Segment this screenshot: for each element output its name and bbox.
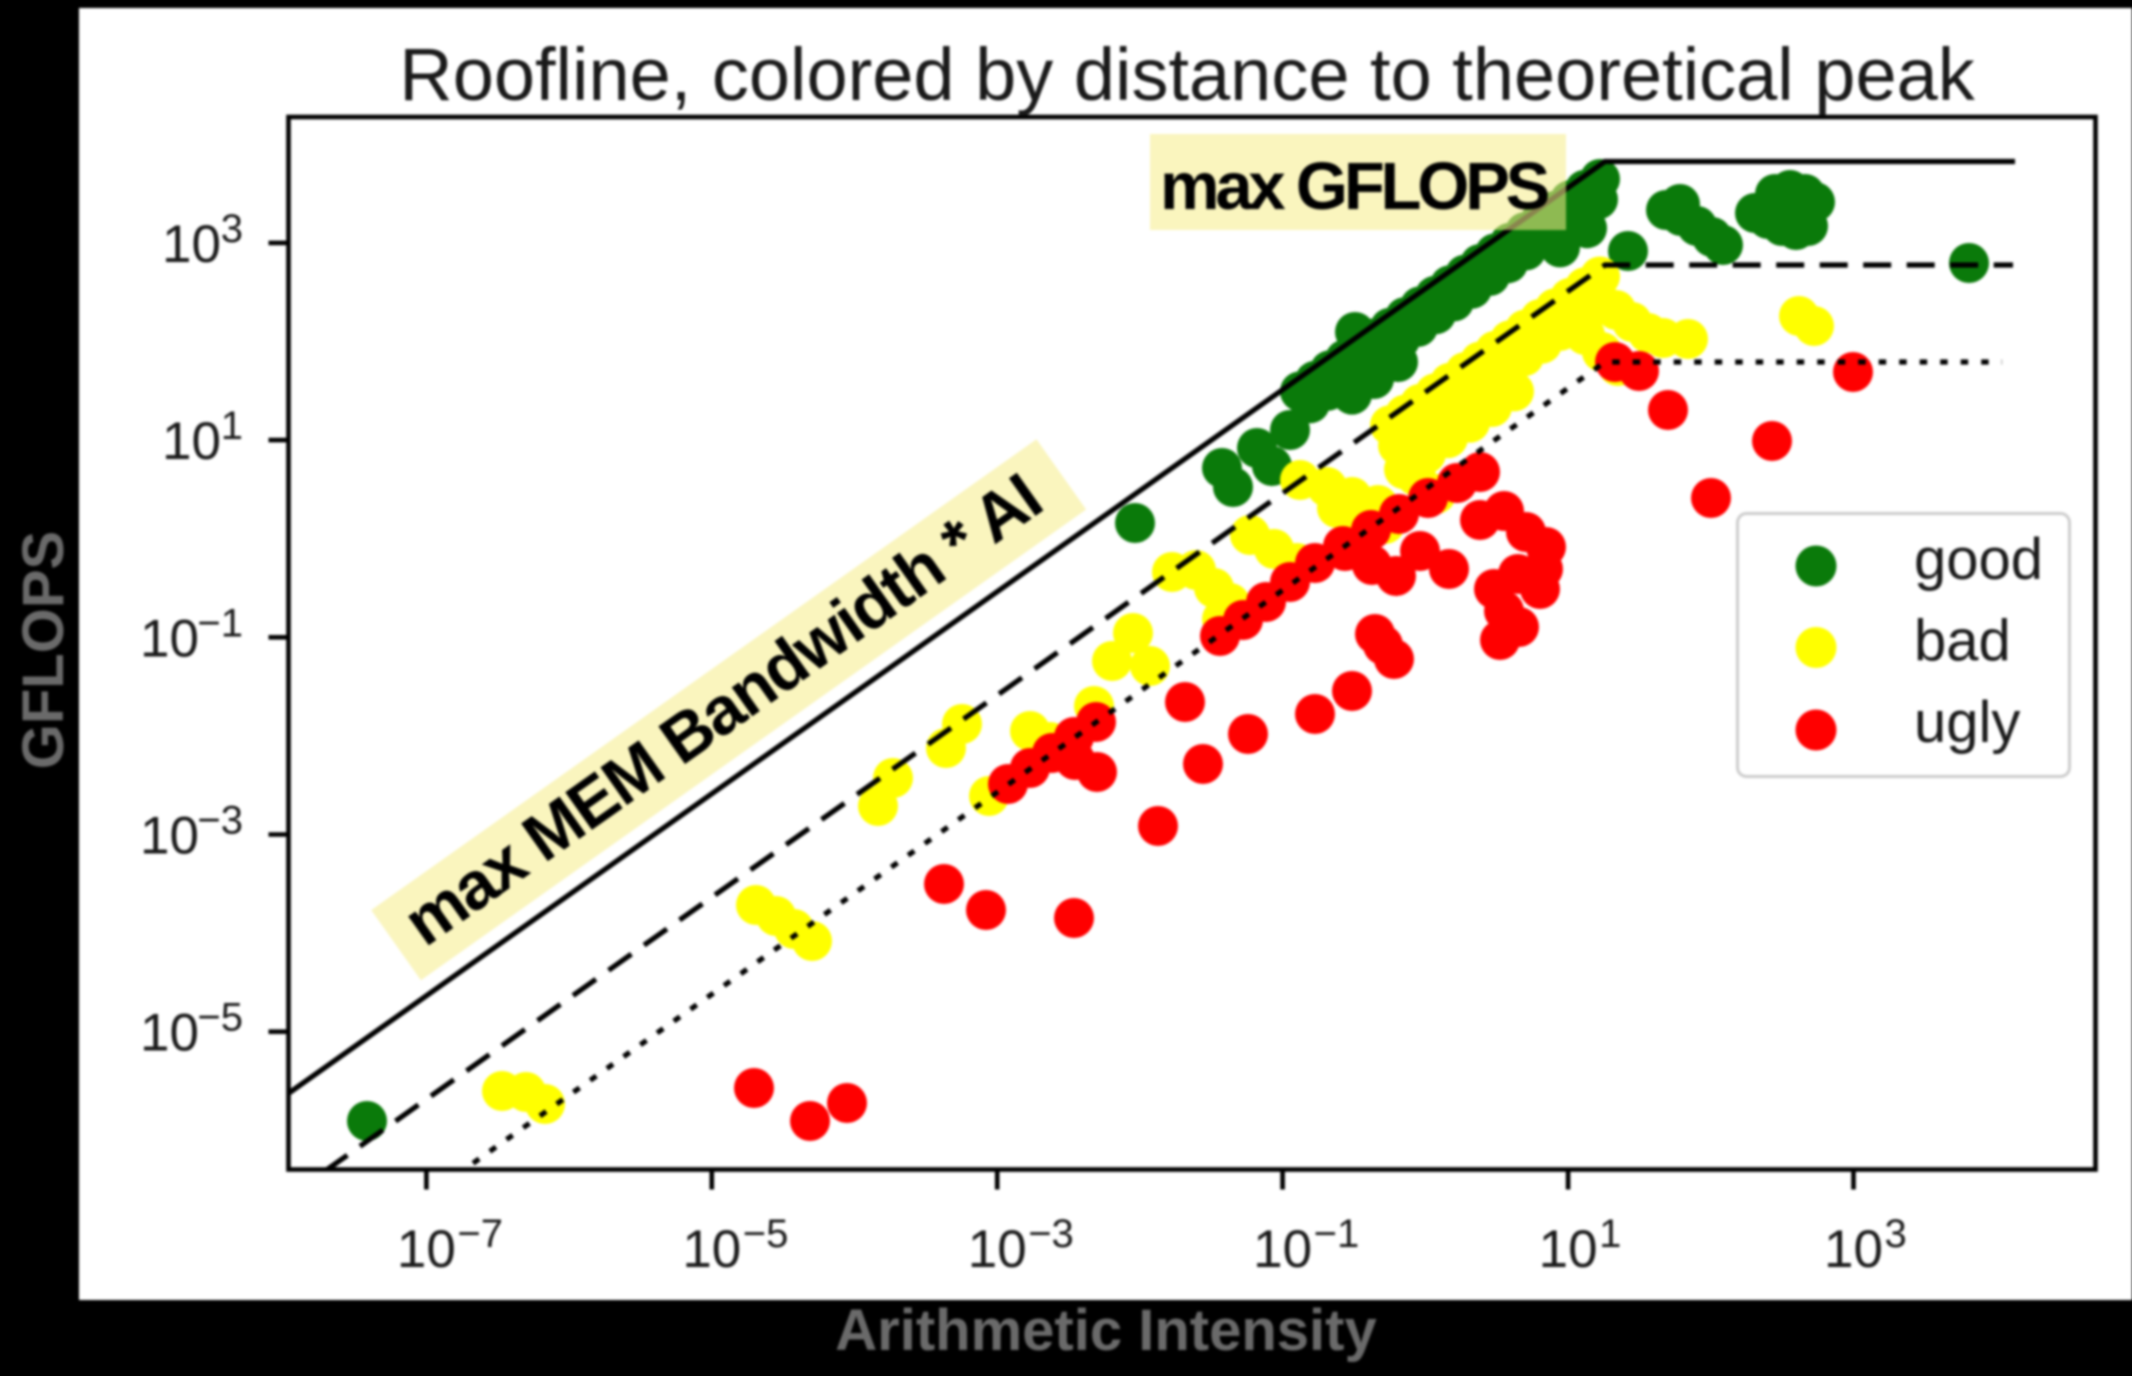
svg-text:−5: −5 <box>197 996 243 1040</box>
svg-text:10: 10 <box>162 412 221 471</box>
svg-text:−1: −1 <box>197 601 243 645</box>
svg-text:10: 10 <box>1824 1220 1883 1279</box>
svg-text:10: 10 <box>140 609 199 668</box>
svg-text:10: 10 <box>162 215 221 274</box>
svg-text:10: 10 <box>397 1220 456 1279</box>
svg-text:−3: −3 <box>1028 1212 1074 1256</box>
svg-text:3: 3 <box>221 207 243 251</box>
svg-text:good: good <box>1914 527 2043 592</box>
svg-text:−1: −1 <box>1314 1212 1360 1256</box>
svg-text:−7: −7 <box>457 1212 503 1256</box>
svg-text:max GFLOPS: max GFLOPS <box>1160 149 1549 224</box>
svg-text:10: 10 <box>968 1220 1027 1279</box>
svg-text:10: 10 <box>1539 1220 1598 1279</box>
svg-text:bad: bad <box>1914 609 2011 674</box>
svg-text:Arithmetic Intensity: Arithmetic Intensity <box>835 1298 1376 1363</box>
svg-text:Roofline, colored by distance: Roofline, colored by distance to theoret… <box>399 33 1975 116</box>
svg-text:−5: −5 <box>743 1212 789 1256</box>
svg-text:GFLOPS: GFLOPS <box>11 531 76 769</box>
svg-text:10: 10 <box>140 807 199 866</box>
svg-text:3: 3 <box>1885 1212 1907 1256</box>
svg-text:ugly: ugly <box>1914 690 2020 755</box>
svg-text:10: 10 <box>140 1004 199 1063</box>
svg-text:10: 10 <box>1253 1220 1312 1279</box>
svg-text:1: 1 <box>1599 1212 1621 1256</box>
svg-text:1: 1 <box>221 404 243 448</box>
svg-text:10: 10 <box>682 1220 741 1279</box>
svg-text:−3: −3 <box>197 799 243 843</box>
